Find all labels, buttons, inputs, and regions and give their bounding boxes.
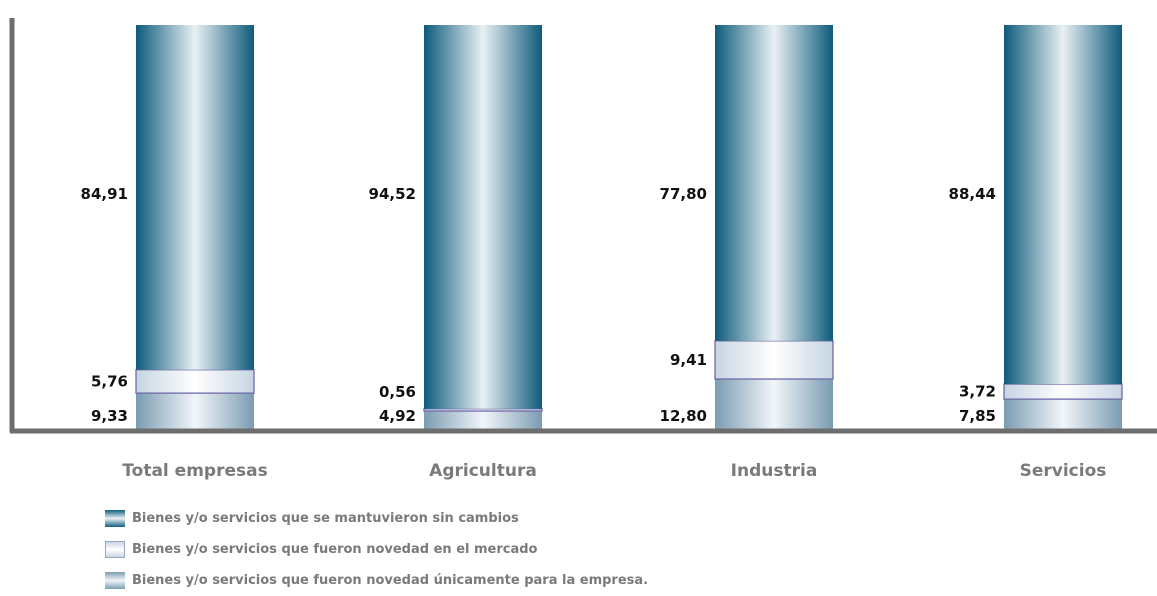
legend-label-market-novelty: Bienes y/o servicios que fueron novedad … xyxy=(132,542,538,557)
legend: Bienes y/o servicios que se mantuvieron … xyxy=(105,503,648,596)
value-label-unchanged-4: 88,44 xyxy=(949,185,996,203)
value-label-market-novelty-1: 5,76 xyxy=(91,372,128,390)
value-label-unchanged-1: 84,91 xyxy=(81,185,128,203)
value-label-firm-novelty-2: 4,92 xyxy=(379,407,416,425)
legend-swatch-unchanged xyxy=(105,510,125,527)
bar-market-novelty-1 xyxy=(135,369,255,394)
value-label-firm-novelty-3: 12,80 xyxy=(660,407,707,425)
bar-market-novelty-3 xyxy=(714,340,834,380)
legend-swatch-firm-novelty xyxy=(105,572,125,589)
stacked-bar-chart: 9,33 5,76 84,91 4,92 0,56 94,52 12,80 9,41 77,80… xyxy=(9,18,1157,481)
category-label-3: Industria xyxy=(731,461,818,481)
bar-firm-novelty-3 xyxy=(715,379,833,431)
value-label-market-novelty-3: 9,41 xyxy=(670,351,707,369)
legend-item-unchanged: Bienes y/o servicios que se mantuvieron … xyxy=(105,503,648,534)
bar-unchanged-2 xyxy=(424,25,542,409)
bar-firm-novelty-2 xyxy=(424,411,542,431)
bar-firm-novelty-4 xyxy=(1004,399,1122,431)
legend-item-market-novelty: Bienes y/o servicios que fueron novedad … xyxy=(105,534,648,565)
value-label-market-novelty-2: 0,56 xyxy=(379,383,416,401)
category-label-4: Servicios xyxy=(1020,461,1107,481)
category-label-1: Total empresas xyxy=(122,461,267,481)
legend-label-firm-novelty: Bienes y/o servicios que fueron novedad … xyxy=(132,573,649,588)
category-label-2: Agricultura xyxy=(429,461,537,481)
legend-swatch-market-novelty xyxy=(105,541,125,558)
legend-label-unchanged: Bienes y/o servicios que se mantuvieron … xyxy=(132,511,519,526)
value-label-firm-novelty-4: 7,85 xyxy=(959,407,996,425)
bar-market-novelty-2 xyxy=(423,408,543,412)
value-label-market-novelty-4: 3,72 xyxy=(959,383,996,401)
value-label-unchanged-2: 94,52 xyxy=(369,185,416,203)
bar-unchanged-1 xyxy=(136,25,254,370)
bar-unchanged-4 xyxy=(1004,24,1122,385)
bar-unchanged-3 xyxy=(715,24,833,341)
legend-item-firm-novelty: Bienes y/o servicios que fueron novedad … xyxy=(105,565,648,596)
value-label-firm-novelty-1: 9,33 xyxy=(91,407,128,425)
bar-firm-novelty-1 xyxy=(136,393,254,431)
value-label-unchanged-3: 77,80 xyxy=(660,185,707,203)
bar-market-novelty-4 xyxy=(1003,383,1123,400)
